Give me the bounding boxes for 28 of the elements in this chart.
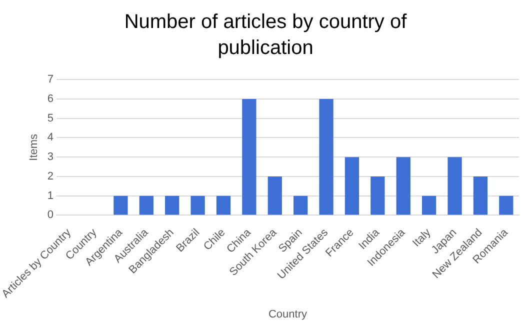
chart-title: Number of articles by country of publication — [123, 10, 408, 61]
y-tick-label: 3 — [47, 151, 54, 164]
x-tick-label: Italy — [410, 226, 434, 250]
bar — [370, 176, 385, 215]
bar — [114, 196, 128, 215]
bar — [165, 196, 180, 215]
bar — [344, 157, 360, 215]
y-tick-label: 2 — [47, 170, 54, 182]
y-tick-label: 7 — [47, 74, 54, 86]
bar — [216, 196, 231, 215]
bar — [396, 157, 410, 215]
bar — [294, 196, 308, 215]
y-tick-label: 1 — [47, 190, 54, 202]
y-axis-title: Items — [28, 133, 40, 161]
bar — [422, 196, 436, 215]
y-tick-label: 5 — [47, 112, 54, 124]
bar — [139, 196, 154, 215]
y-tick-label: 0 — [47, 209, 54, 222]
y-tick-label: 4 — [47, 132, 54, 144]
bar — [473, 176, 488, 215]
bar — [242, 98, 256, 215]
bar — [319, 98, 334, 215]
x-axis-title: Country — [268, 308, 308, 320]
y-tick-label: 6 — [47, 93, 54, 105]
bar — [448, 157, 462, 215]
bar — [268, 176, 282, 215]
bar — [190, 196, 205, 215]
bar — [499, 196, 514, 215]
